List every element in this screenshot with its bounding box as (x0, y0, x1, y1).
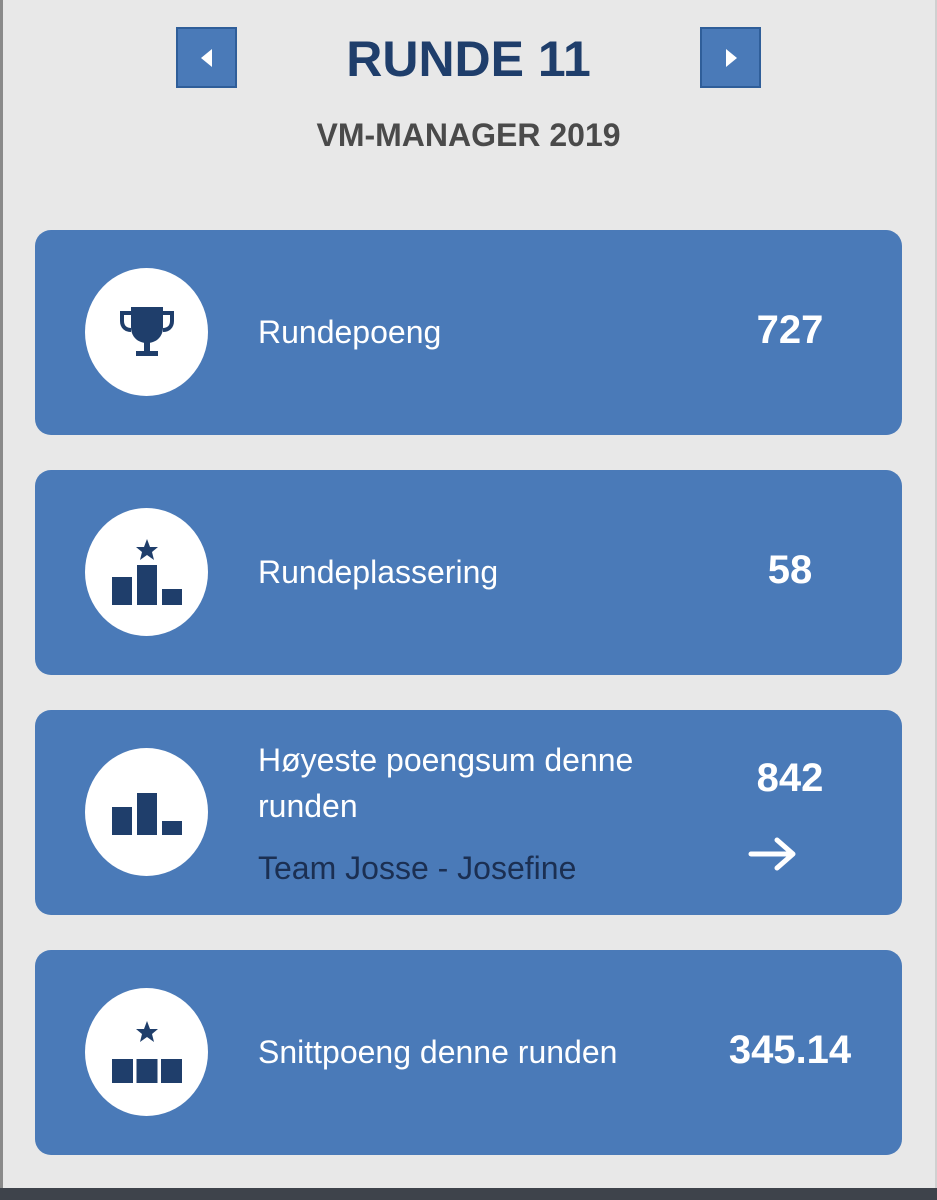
icon-circle (85, 508, 208, 636)
average-star-icon (111, 1021, 182, 1083)
card-label: Rundepoeng (258, 314, 442, 350)
chevron-left-icon (200, 48, 212, 67)
right-edge (935, 0, 937, 1200)
round-title: RUNDE 11 (346, 31, 591, 87)
card-highest-score: Høyeste poengsum denne runden Team Josse… (35, 710, 902, 915)
card-label-line1: Høyeste poengsum denne (258, 742, 634, 778)
bottom-bar (0, 1188, 937, 1200)
trophy-icon (119, 307, 174, 356)
card-round-points: Rundepoeng 727 (35, 230, 902, 435)
icon-circle (85, 748, 208, 876)
arrow-right-icon (748, 837, 796, 871)
left-edge (0, 0, 3, 1200)
card-value: 58 (767, 548, 813, 592)
header: RUNDE 11 VM-MANAGER 2019 (0, 0, 937, 200)
card-round-rank: Rundeplassering 58 (35, 470, 902, 675)
card-label-line2: runden (258, 788, 358, 824)
card-value: 842 (756, 756, 824, 800)
podium-star-icon (111, 539, 182, 605)
subtitle: VM-MANAGER 2019 (316, 117, 621, 153)
icon-circle (85, 988, 208, 1116)
next-round-button[interactable] (700, 27, 761, 88)
card-value: 727 (756, 308, 824, 352)
chevron-right-icon (725, 48, 737, 67)
icon-circle (85, 268, 208, 396)
card-value: 345.14 (728, 1028, 852, 1072)
top-team-link[interactable]: Team Josse - Josefine (258, 850, 577, 886)
card-label: Snittpoeng denne runden (258, 1034, 618, 1070)
card-average-score: Snittpoeng denne runden 345.14 (35, 950, 902, 1155)
view-top-team-button[interactable] (747, 834, 801, 874)
podium-icon (111, 793, 182, 835)
card-label: Rundeplassering (258, 554, 499, 590)
previous-round-button[interactable] (176, 27, 237, 88)
